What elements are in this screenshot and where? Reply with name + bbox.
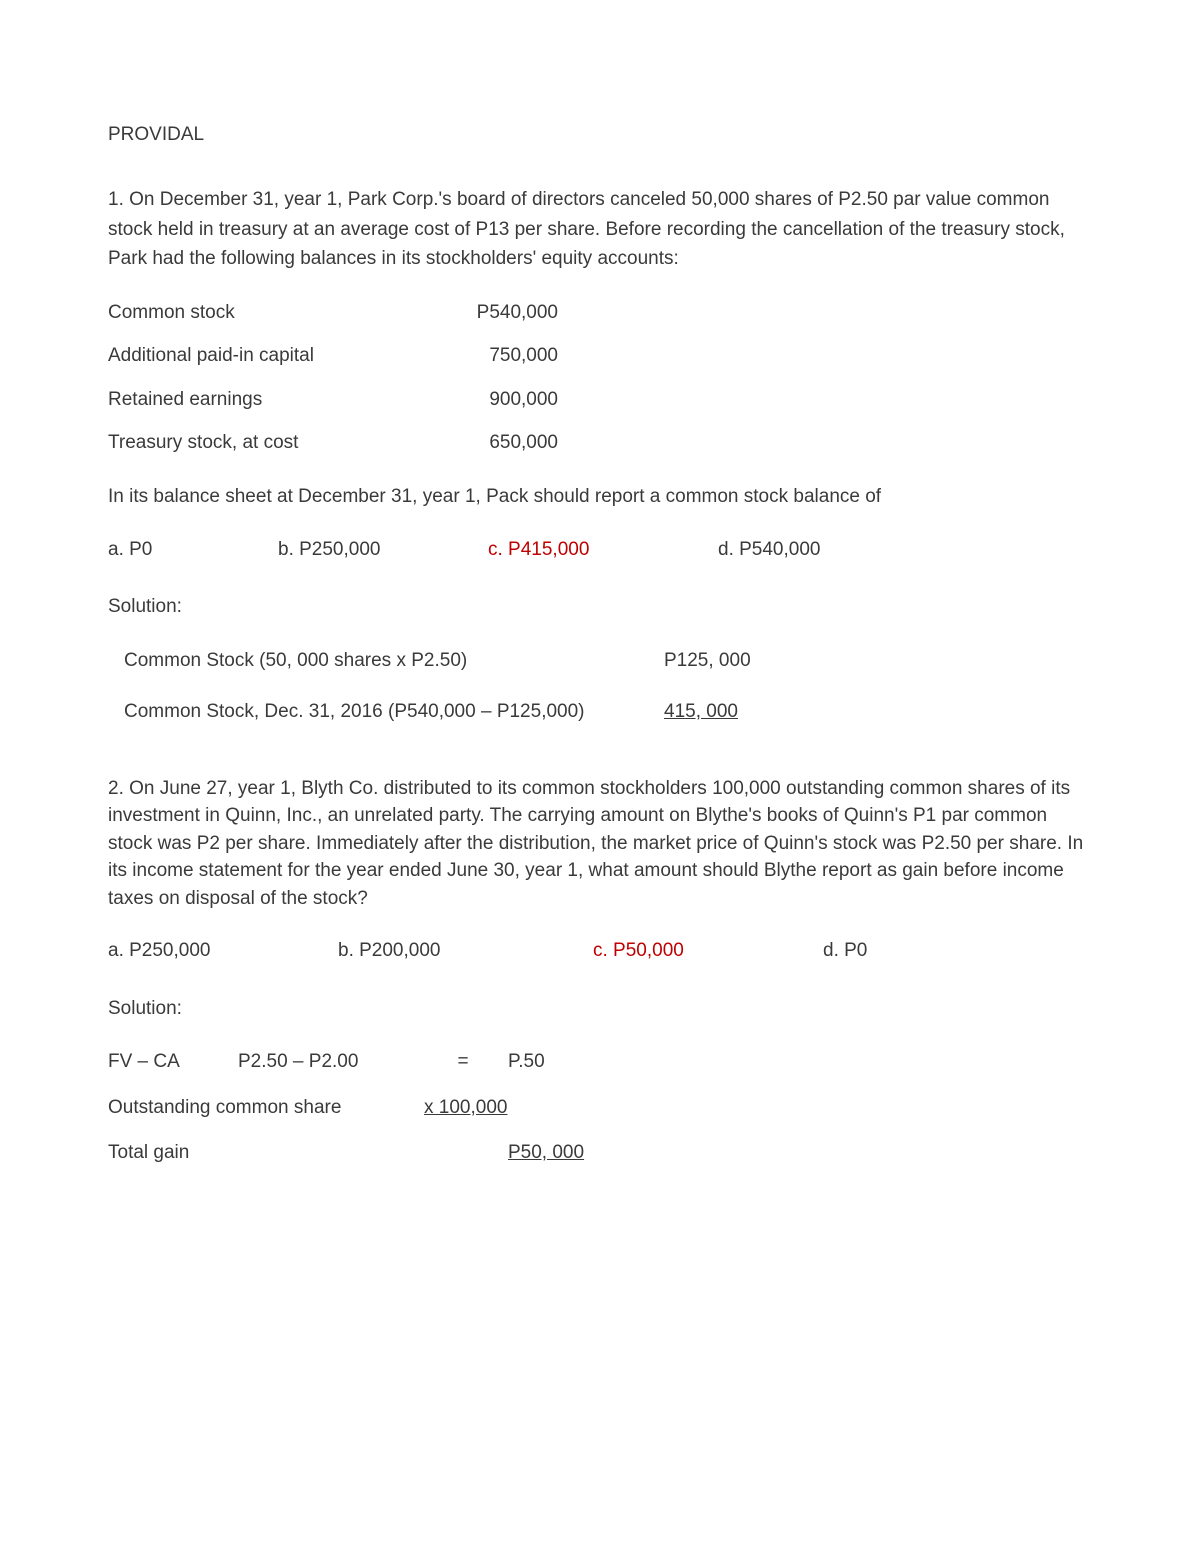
choice-d: d. P0 [823,936,943,965]
balance-label: Additional paid-in capital [108,341,438,370]
q1-prompt: 1. On December 31, year 1, Park Corp.'s … [108,185,1092,273]
q2-solution: FV – CA P2.50 – P2.00 = P.50 Outstanding… [108,1047,1092,1167]
document-page: PROVIDAL 1. On December 31, year 1, Park… [0,0,1200,1304]
q2-prompt: 2. On June 27, year 1, Blyth Co. distrib… [108,775,1092,913]
balance-row: Additional paid-in capital 750,000 [108,341,1092,370]
balance-label: Common stock [108,298,438,327]
balance-row: Retained earnings 900,000 [108,385,1092,414]
q1-solution-label: Solution: [108,592,1092,621]
solution-row: Outstanding common share x 100,000 [108,1093,1092,1122]
solution-row: Total gain P50, 000 [108,1138,1092,1167]
sol-cell: x 100,000 [424,1093,544,1122]
sol-cell: Outstanding common share [108,1093,424,1122]
balance-label: Treasury stock, at cost [108,428,438,457]
solution-row: Common Stock, Dec. 31, 2016 (P540,000 – … [124,697,1092,726]
balance-row: Common stock P540,000 [108,298,1092,327]
choice-a: a. P250,000 [108,936,338,965]
balance-value: 900,000 [438,385,558,414]
page-title: PROVIDAL [108,120,1092,149]
balance-value: 750,000 [438,341,558,370]
choice-c-answer: c. P415,000 [488,535,718,564]
sol-cell: FV – CA [108,1047,238,1076]
choice-b: b. P200,000 [338,936,593,965]
balance-label: Retained earnings [108,385,438,414]
choice-d: d. P540,000 [718,535,898,564]
solution-value: P125, 000 [664,646,784,675]
solution-value: 415, 000 [664,697,784,726]
sol-cell: P2.50 – P2.00 [238,1047,428,1076]
choice-c-answer: c. P50,000 [593,936,823,965]
solution-desc: Common Stock (50, 000 shares x P2.50) [124,646,664,675]
solution-row: Common Stock (50, 000 shares x P2.50) P1… [124,646,1092,675]
balance-row: Treasury stock, at cost 650,000 [108,428,1092,457]
q2-choices: a. P250,000 b. P200,000 c. P50,000 d. P0 [108,936,1092,965]
q1-balances-table: Common stock P540,000 Additional paid-in… [108,298,1092,458]
q1-followup: In its balance sheet at December 31, yea… [108,482,1092,511]
sol-cell: P50, 000 [508,1138,628,1167]
solution-desc: Common Stock, Dec. 31, 2016 (P540,000 – … [124,697,664,726]
q2-solution-label: Solution: [108,994,1092,1023]
sol-cell: Total gain [108,1138,508,1167]
sol-cell: = [428,1047,498,1076]
choice-b: b. P250,000 [278,535,488,564]
question-1: 1. On December 31, year 1, Park Corp.'s … [108,185,1092,726]
balance-value: P540,000 [438,298,558,327]
q1-choices: a. P0 b. P250,000 c. P415,000 d. P540,00… [108,535,1092,564]
solution-row: FV – CA P2.50 – P2.00 = P.50 [108,1047,1092,1076]
balance-value: 650,000 [438,428,558,457]
question-2: 2. On June 27, year 1, Blyth Co. distrib… [108,775,1092,1168]
choice-a: a. P0 [108,535,278,564]
q1-solution: Common Stock (50, 000 shares x P2.50) P1… [108,646,1092,727]
sol-cell: P.50 [498,1047,618,1076]
